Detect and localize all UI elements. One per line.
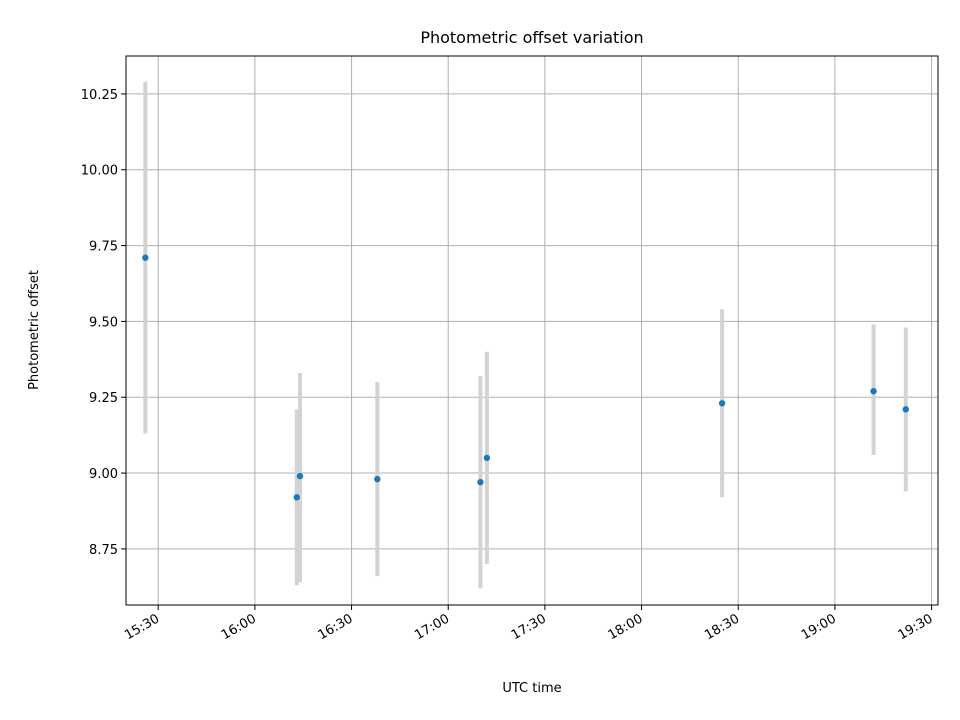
y-axis-ticks: 8.75 9.00 9.25 9.50 9.75 10.00 10.25 [81,88,126,558]
chart-title: Photometric offset variation [420,28,643,47]
x-tick-label: 18:00 [606,611,646,643]
data-point [374,475,381,483]
x-tick-label: 16:00 [219,611,259,643]
error-bars [143,81,908,589]
y-tick-label: 10.00 [81,164,118,179]
x-tick-label: 15:30 [122,611,162,643]
data-point [477,478,484,486]
grid-lines [126,56,938,605]
data-point [296,472,304,480]
x-tick-label: 19:00 [799,611,839,643]
x-axis-ticks: 15:30 16:00 16:30 17:00 17:30 18:00 18:30 19:00… [122,605,936,643]
y-tick-label: 9.75 [89,240,118,255]
y-axis-label: Photometric offset [27,270,42,390]
x-tick-label: 17:30 [509,611,549,643]
data-point [293,494,300,501]
x-tick-label: 16:30 [316,611,356,643]
data-point [870,387,877,395]
data-points [142,254,909,501]
y-tick-label: 9.50 [89,315,118,330]
data-point [718,400,726,407]
data-point [483,454,491,462]
data-point [142,254,149,261]
x-tick-label: 18:30 [702,611,742,643]
y-tick-label: 9.25 [89,391,118,406]
data-point [902,406,909,413]
x-tick-label: 19:30 [896,611,936,643]
x-axis-label: UTC time [502,681,561,696]
y-tick-label: 8.75 [89,543,118,558]
x-tick-label: 17:00 [412,611,452,643]
y-tick-label: 9.00 [89,467,118,482]
plot-frame [125,55,939,606]
y-tick-label: 10.25 [81,88,118,103]
